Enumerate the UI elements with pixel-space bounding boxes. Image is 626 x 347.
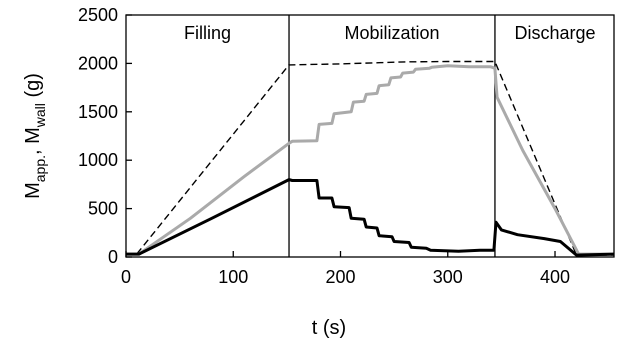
y-axis-title-mid: , M (22, 127, 44, 155)
y-axis-title-sub-wall: wall (32, 103, 48, 128)
x-tick-label: 0 (121, 267, 131, 287)
y-tick-label: 500 (88, 199, 118, 219)
series-group (126, 60, 615, 257)
series-line-2 (126, 64, 614, 256)
x-tick-label: 400 (540, 267, 570, 287)
phase-label-mobilization: Mobilization (344, 23, 439, 43)
y-tick-label: 2000 (78, 53, 118, 73)
y-tick-label: 2500 (78, 5, 118, 25)
x-tick-label: 100 (218, 267, 248, 287)
x-tick-label: 200 (325, 267, 355, 287)
axis-ticks: 0 100 200 300 400 0 500 1000 1500 2000 2500 (78, 5, 570, 287)
series-line-3 (126, 178, 615, 257)
y-axis-title-unit: (g) (22, 73, 44, 103)
plot-frame (125, 14, 615, 258)
x-tick-label: 300 (433, 267, 463, 287)
phase-dividers (288, 15, 496, 257)
y-tick-label: 1500 (78, 102, 118, 122)
x-axis-title: t (s) (312, 317, 346, 339)
y-axis-title-main: M (22, 182, 44, 199)
y-tick-label: 0 (108, 247, 118, 267)
phase-label-filling: Filling (184, 23, 231, 43)
y-tick-label: 1000 (78, 150, 118, 170)
phase-label-discharge: Discharge (514, 23, 595, 43)
phase-labels: Filling Mobilization Discharge (184, 23, 596, 43)
y-axis-title: Mapp., Mwall (g) (22, 73, 48, 199)
y-axis-title-sub-app: app. (32, 155, 48, 182)
series-line-1 (126, 60, 614, 256)
